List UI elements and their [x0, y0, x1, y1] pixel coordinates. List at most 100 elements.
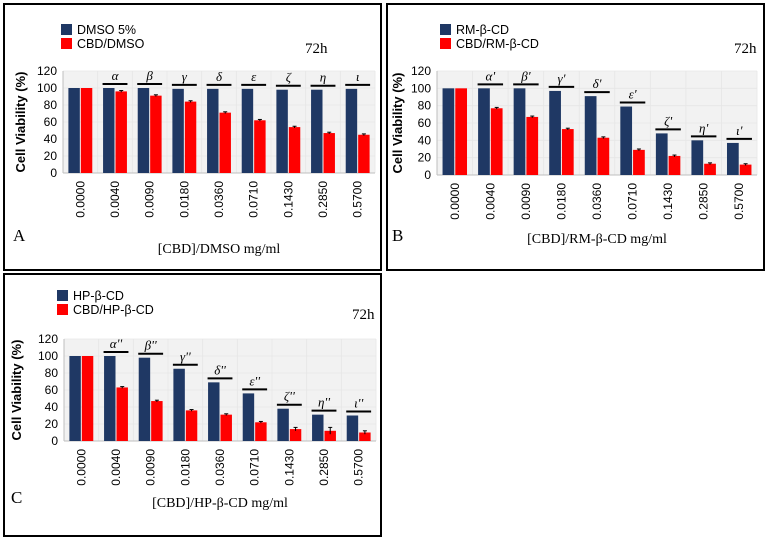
- control-bar: [172, 88, 184, 173]
- legend-swatch: [61, 38, 72, 49]
- significance-label: α: [112, 68, 120, 83]
- x-tick-label: 0.1430: [282, 449, 296, 486]
- control-bar: [513, 88, 526, 175]
- significance-label: β'': [144, 338, 157, 353]
- significance-label: β': [520, 68, 530, 83]
- control-bar: [691, 140, 704, 175]
- treated-bar: [115, 91, 127, 173]
- x-tick-label: 0.0180: [178, 449, 192, 486]
- treated-bar: [184, 101, 197, 173]
- treated-bar: [81, 356, 94, 441]
- control-bar: [726, 142, 739, 175]
- chart-panel-a: 0 20 40 60 80 100 120 α β γ δ ε ζ η ι 0.0000 0.0040 0.009…: [3, 3, 382, 271]
- y-tick-label: 40: [418, 133, 432, 147]
- significance-label: γ: [182, 69, 188, 84]
- chart-b-svg: 0 20 40 60 80 100 120 α' β' γ' δ' ε' ζ' η' ι' 0.0000 0.0…: [390, 23, 758, 247]
- x-tick-label: 0.2850: [697, 183, 711, 220]
- x-tick-label: 0.0180: [554, 183, 568, 220]
- y-axis-label: Cell Viability (%): [390, 73, 405, 174]
- control-bar: [103, 88, 115, 173]
- treated-bar: [289, 429, 302, 441]
- significance-label: η'': [318, 395, 330, 410]
- significance-label: ι: [356, 69, 360, 84]
- chart-a-svg: 0 20 40 60 80 100 120 α β γ δ ε ζ η ι 0.0000 0.0040 0.009…: [13, 23, 376, 257]
- y-tick-label: 80: [44, 98, 58, 112]
- panel-label: A: [13, 226, 26, 245]
- control-bar: [549, 90, 561, 175]
- treated-bar: [490, 108, 503, 175]
- control-bar: [655, 133, 668, 175]
- treated-bar: [219, 112, 231, 173]
- control-bar: [173, 368, 185, 441]
- control-bar: [242, 393, 255, 441]
- control-bar: [312, 414, 324, 441]
- x-tick-label: 0.2850: [317, 449, 331, 486]
- treated-bar: [739, 164, 752, 175]
- x-axis-label: [CBD]/DMSO mg/ml: [158, 242, 281, 257]
- x-tick-label: 0.0000: [74, 449, 88, 486]
- control-bar: [346, 415, 359, 441]
- significance-label: ι'': [354, 396, 363, 411]
- legend-swatch: [440, 24, 451, 35]
- significance-label: β: [145, 68, 153, 83]
- x-tick-label: 0.0090: [519, 183, 533, 220]
- y-tick-label: 20: [44, 149, 58, 163]
- control-bar: [104, 356, 116, 441]
- treated-bar: [220, 414, 232, 441]
- treated-bar: [668, 155, 681, 175]
- control-bar: [138, 357, 151, 441]
- significance-label: δ: [216, 69, 223, 84]
- y-tick-label: 20: [45, 417, 59, 431]
- panel-label: C: [11, 488, 22, 507]
- significance-label: ε: [251, 69, 257, 84]
- control-bar: [620, 106, 633, 175]
- x-tick-label: 0.0090: [143, 181, 157, 218]
- y-tick-label: 80: [45, 366, 59, 380]
- control-bar: [208, 382, 220, 441]
- legend-label: DMSO 5%: [77, 23, 136, 37]
- significance-label: η': [699, 120, 708, 135]
- y-tick-label: 20: [418, 151, 432, 165]
- x-tick-label: 0.5700: [352, 449, 366, 486]
- treated-bar: [255, 422, 267, 441]
- treated-bar: [80, 88, 93, 173]
- x-tick-label: 0.0360: [213, 449, 227, 486]
- significance-label: δ': [593, 76, 602, 91]
- y-tick-label: 100: [411, 81, 431, 95]
- treated-bar: [323, 133, 335, 173]
- control-bar: [207, 88, 219, 173]
- x-tick-label: 0.0710: [626, 183, 640, 220]
- treated-bar: [597, 137, 610, 175]
- y-tick-label: 100: [37, 81, 57, 95]
- treated-bar: [633, 149, 645, 175]
- treated-bar: [151, 401, 163, 441]
- significance-label: ι': [736, 123, 743, 138]
- time-label: 72h: [305, 41, 328, 57]
- significance-label: ε': [629, 87, 637, 102]
- x-tick-label: 0.1430: [281, 181, 295, 218]
- legend-swatch: [61, 24, 72, 35]
- significance-label: α'': [110, 336, 123, 351]
- legend-label: HP-β-CD: [73, 289, 124, 303]
- x-tick-label: 0.5700: [351, 181, 365, 218]
- treated-bar: [358, 134, 370, 173]
- y-tick-label: 120: [38, 332, 58, 346]
- control-bar: [478, 88, 490, 175]
- x-tick-label: 0.0040: [108, 181, 122, 218]
- treated-bar: [324, 430, 336, 441]
- significance-label: α': [486, 68, 496, 83]
- treated-bar: [150, 95, 162, 173]
- treated-bar: [288, 127, 301, 173]
- significance-label: γ': [557, 71, 565, 86]
- significance-label: δ'': [214, 362, 226, 377]
- control-bar: [137, 88, 150, 173]
- x-tick-label: 0.0040: [483, 183, 497, 220]
- treated-bar: [185, 410, 198, 441]
- x-axis-label: [CBD]/HP-β-CD mg/ml: [152, 496, 288, 511]
- y-tick-label: 0: [51, 434, 58, 448]
- x-tick-label: 0.0180: [177, 181, 191, 218]
- treated-bar: [455, 88, 468, 175]
- x-axis-label: [CBD]/RM-β-CD mg/ml: [527, 232, 667, 247]
- significance-label: ζ'': [284, 389, 295, 404]
- x-tick-label: 0.1430: [661, 183, 675, 220]
